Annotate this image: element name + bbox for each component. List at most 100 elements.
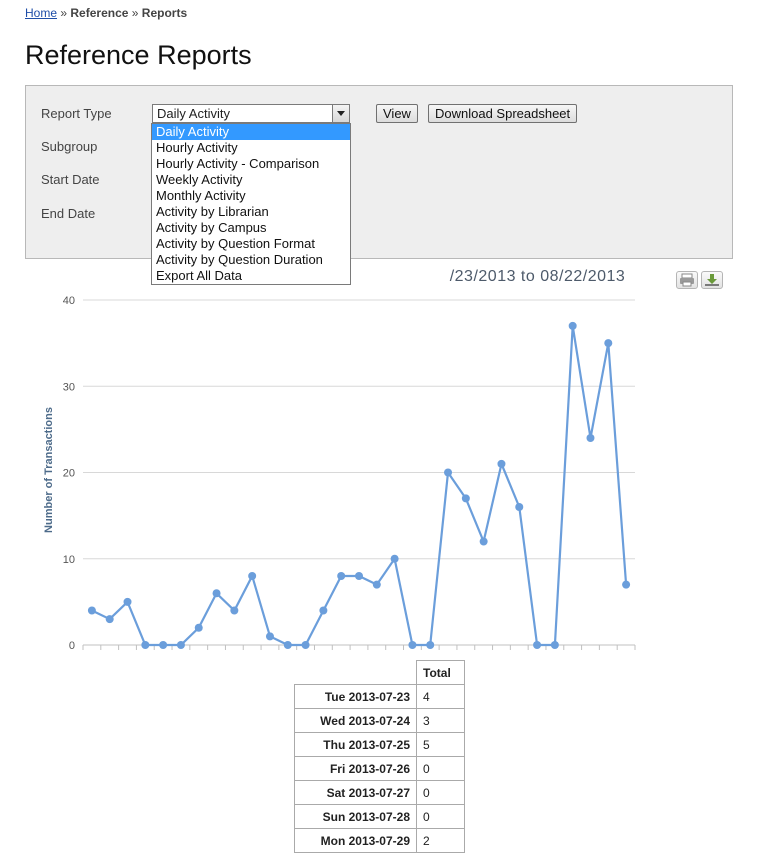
table-row: Mon 2013-07-29 2 [294,828,465,853]
data-point[interactable] [604,339,613,348]
y-tick-label: 20 [63,468,75,480]
download-chart-button[interactable] [701,271,723,289]
data-point[interactable] [283,641,292,649]
column-header-total: Total [416,660,465,685]
data-point[interactable] [515,503,524,511]
dropdown-option[interactable]: Hourly Activity - Comparison [156,156,320,171]
end-date-label: End Date [41,206,96,221]
row-total: 0 [416,756,465,781]
data-points [87,321,631,649]
data-point[interactable] [230,606,239,615]
data-point[interactable] [390,554,399,563]
start-date-label: Start Date [41,172,100,187]
daily-activity-line-chart: 0 10 20 30 40 Number of Transactions [43,295,636,652]
table-row: Thu 2013-07-25 5 [294,732,465,757]
table-row: Sun 2013-07-28 0 [294,804,465,829]
data-point[interactable] [586,434,595,442]
print-chart-button[interactable] [676,271,698,289]
data-point[interactable] [408,641,417,649]
print-icon [680,273,694,287]
y-tick-label: 40 [63,295,75,307]
chart-gridlines [83,299,635,646]
data-point[interactable] [372,580,381,589]
row-date: Tue 2013-07-23 [294,684,417,709]
row-total: 4 [416,684,465,709]
data-point[interactable] [123,597,132,606]
row-total: 2 [416,828,465,853]
chevron-down-icon[interactable] [332,105,349,122]
row-date: Sun 2013-07-28 [294,804,417,829]
data-point[interactable] [87,606,96,615]
download-icon [705,274,719,286]
table-header-row: Total [295,660,465,685]
report-type-label: Report Type [41,106,112,121]
row-date: Sat 2013-07-27 [294,780,417,805]
report-type-select[interactable]: Daily Activity [152,104,350,123]
dropdown-option[interactable]: Export All Data [156,268,242,283]
y-axis-label: Number of Transactions [43,407,55,533]
dropdown-option[interactable]: Weekly Activity [156,172,243,187]
dropdown-option[interactable]: Activity by Librarian [156,204,269,219]
table-corner [295,661,417,685]
dropdown-option[interactable]: Hourly Activity [156,140,238,155]
dropdown-option[interactable]: Activity by Campus [156,220,267,235]
data-point[interactable] [568,321,577,330]
data-point[interactable] [141,641,150,649]
subgroup-label: Subgroup [41,139,98,154]
data-point[interactable] [550,641,559,649]
data-point[interactable] [319,606,328,615]
row-total: 0 [416,804,465,829]
y-tick-label: 0 [69,640,75,652]
data-point[interactable] [622,580,631,589]
dropdown-option[interactable]: Activity by Question Format [156,236,315,251]
chart-title-text: /23/2013 to 08/22/2013 [449,268,626,285]
table-row: Fri 2013-07-26 0 [294,756,465,781]
data-point[interactable] [479,537,488,546]
table-body: Tue 2013-07-23 4 Wed 2013-07-24 3 Thu 2013-0… [294,684,465,853]
report-form-panel: Report Type Subgroup Start Date End Date… [25,85,733,259]
page-title: Reference Reports [25,40,252,70]
data-point[interactable] [355,572,363,580]
breadcrumb-separator: » [60,6,68,20]
data-point[interactable] [533,641,542,649]
y-axis-tick-labels: 0 10 20 30 40 [63,295,75,652]
dropdown-option[interactable]: Daily Activity [152,124,350,140]
table-row: Sat 2013-07-27 0 [294,780,465,805]
view-button[interactable]: View [376,104,418,123]
data-point[interactable] [301,641,310,649]
row-date: Fri 2013-07-26 [294,756,417,781]
daily-totals-table: Total Tue 2013-07-23 4 Wed 2013-07-24 3 Thu … [294,660,465,853]
report-type-dropdown-list[interactable]: Daily Activity Hourly Activity Hourly Acti… [151,123,351,285]
row-total: 5 [416,732,465,757]
breadcrumb: Home » Reference » Reports [25,6,187,20]
dropdown-option[interactable]: Activity by Question Duration [156,252,323,267]
data-point[interactable] [212,589,221,598]
data-point[interactable] [159,641,168,649]
row-date: Thu 2013-07-25 [294,732,417,757]
breadcrumb-current: Reports [141,6,188,20]
data-point[interactable] [265,632,274,641]
data-point[interactable] [176,641,185,649]
report-type-selected-value: Daily Activity [157,106,230,121]
data-point[interactable] [461,494,470,503]
chart-title-partial: /23/2013 to 08/22/2013 [0,268,735,286]
row-date: Mon 2013-07-29 [294,828,417,853]
row-date: Wed 2013-07-24 [294,708,417,733]
table-row: Tue 2013-07-23 4 [294,684,465,709]
table-row: Wed 2013-07-24 3 [294,708,465,733]
dropdown-option[interactable]: Monthly Activity [156,188,246,203]
data-point[interactable] [444,468,453,477]
data-point[interactable] [497,459,506,468]
data-point[interactable] [105,615,114,624]
row-total: 0 [416,780,465,805]
breadcrumb-home-link[interactable]: Home [25,6,58,20]
breadcrumb-separator: » [131,6,139,20]
y-tick-label: 30 [63,381,75,393]
data-point[interactable] [426,641,435,649]
download-spreadsheet-button[interactable]: Download Spreadsheet [428,104,578,123]
row-total: 3 [416,708,465,733]
data-point[interactable] [194,623,203,632]
data-point[interactable] [337,572,346,580]
data-point[interactable] [248,572,257,580]
breadcrumb-reference: Reference [70,6,129,20]
